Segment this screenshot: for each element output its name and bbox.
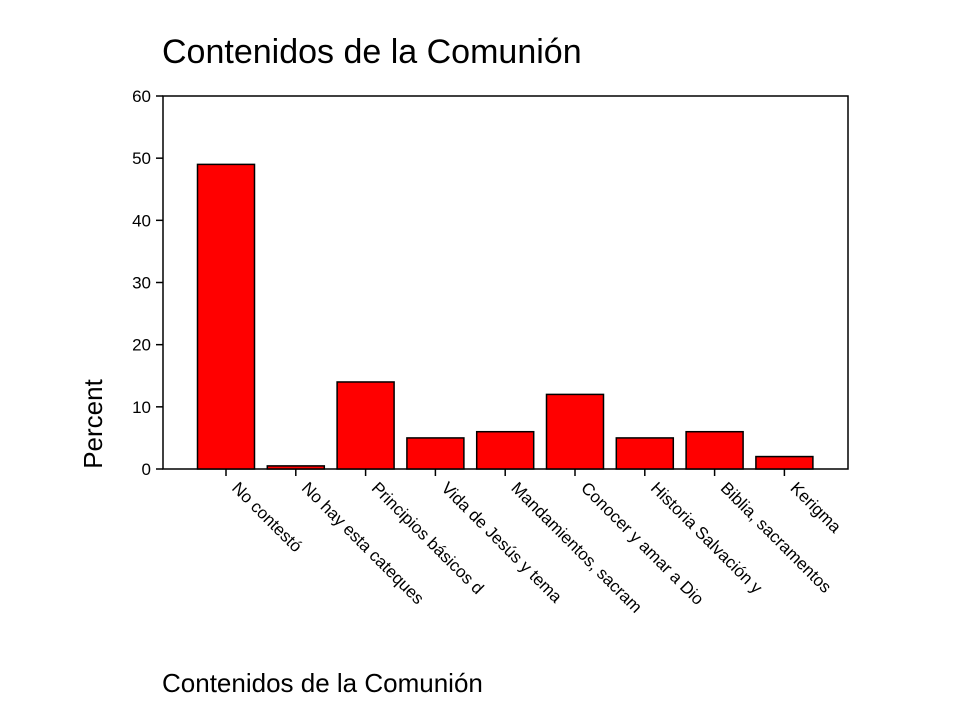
bar [336, 381, 395, 470]
y-tick-label: 40 [132, 211, 151, 230]
y-tick-label: 60 [132, 87, 151, 106]
y-tick-label: 0 [142, 460, 151, 479]
y-tick-label: 30 [132, 274, 151, 293]
x-tick-label: Mandamientos, sacram [507, 478, 645, 616]
y-axis-ticks: 0 10 20 30 40 50 60 [132, 87, 163, 479]
x-tick-label: Conocer y amar a Dio [577, 478, 707, 608]
x-tick-label: Vida de Jesús y tema [438, 478, 567, 607]
bar [545, 393, 605, 470]
plot-area-frame [162, 95, 849, 470]
bar-series [196, 163, 814, 470]
bar [475, 430, 535, 470]
bar [755, 455, 814, 470]
x-axis-label: Contenidos de la Comunión [162, 668, 483, 698]
bar [196, 163, 256, 470]
y-axis-label: Percent [78, 378, 108, 468]
y-tick-label: 20 [132, 336, 151, 355]
bar [266, 465, 326, 470]
chart-title: Contenidos de la Comunión [162, 33, 582, 71]
x-tick-label: No hay esta cateques [298, 478, 428, 608]
x-tick-label: Kerigma [787, 478, 846, 537]
bar [685, 430, 744, 470]
y-tick-label: 10 [132, 398, 151, 417]
bar [615, 437, 675, 470]
y-tick-label: 50 [132, 149, 151, 168]
x-tick-label: No contestó [228, 478, 306, 556]
bar [406, 437, 465, 470]
